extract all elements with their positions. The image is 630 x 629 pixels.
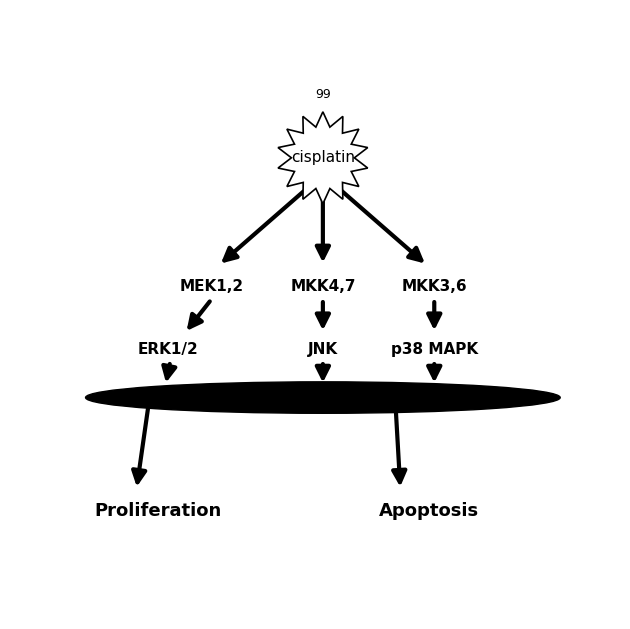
Text: cisplatin: cisplatin	[291, 150, 355, 165]
Text: p38 MAPK: p38 MAPK	[391, 342, 478, 357]
Text: 99: 99	[315, 87, 331, 101]
Text: MKK3,6: MKK3,6	[401, 279, 467, 294]
Text: ERK1/2: ERK1/2	[137, 342, 198, 357]
Ellipse shape	[86, 382, 560, 413]
Polygon shape	[278, 112, 368, 204]
Text: MEK1,2: MEK1,2	[180, 279, 244, 294]
Text: Proliferation: Proliferation	[94, 503, 222, 520]
Text: MKK4,7: MKK4,7	[290, 279, 355, 294]
Text: Apoptosis: Apoptosis	[379, 503, 479, 520]
Text: JNK: JNK	[308, 342, 338, 357]
